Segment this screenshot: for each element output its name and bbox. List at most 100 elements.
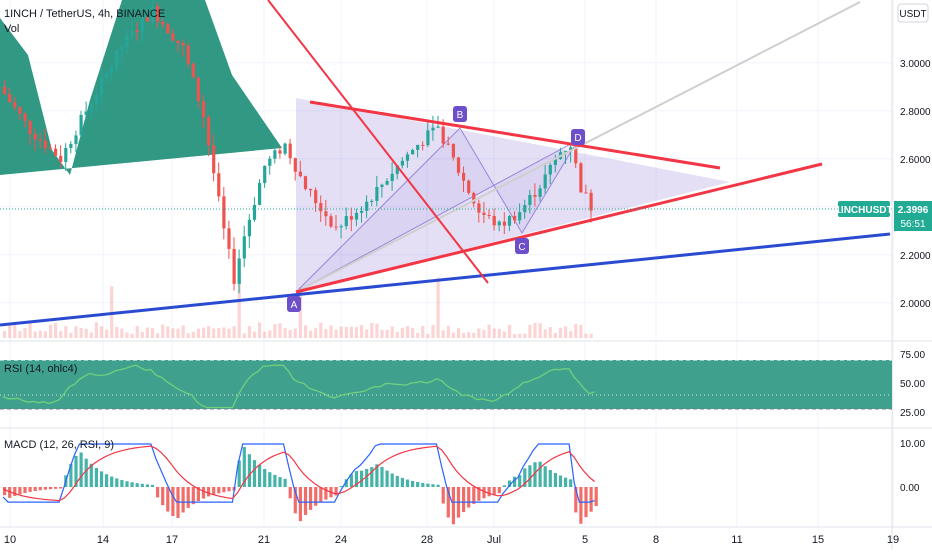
volume-bar <box>232 326 236 338</box>
volume-bar <box>543 329 547 338</box>
white-channel-line[interactable] <box>295 1 861 293</box>
volume-bar <box>400 327 404 338</box>
candle-body <box>589 192 593 211</box>
macd-hist-bar <box>349 474 353 487</box>
currency-label: USDT <box>899 9 926 20</box>
macd-hist-bar <box>94 467 98 487</box>
candle-body <box>574 147 578 164</box>
volume-bar <box>492 328 496 338</box>
volume-bar <box>115 326 119 338</box>
blue-support-line[interactable] <box>0 232 891 327</box>
volume-bar <box>105 329 109 338</box>
macd-hist-bar <box>110 476 114 487</box>
candle-body <box>217 173 221 197</box>
red-support-line[interactable] <box>295 162 823 294</box>
volume-bar <box>395 332 399 338</box>
macd-hist-bar <box>298 487 302 522</box>
last-symbol-text: 1INCHUSDT <box>835 205 892 216</box>
macd-hist-bar <box>33 487 37 492</box>
candle-body <box>176 40 180 44</box>
volume-bar <box>54 322 58 338</box>
candle-body <box>446 143 450 145</box>
candle-body <box>54 148 58 156</box>
macd-hist-bar <box>237 460 241 487</box>
candles <box>3 0 593 294</box>
volume-bar <box>217 328 221 338</box>
time-tick: 21 <box>258 534 270 546</box>
macd-hist-bar <box>161 487 165 506</box>
volume-bar <box>8 323 12 338</box>
volume-bar <box>89 332 93 338</box>
volume-bar <box>349 326 353 338</box>
macd-hist-bar <box>513 476 517 487</box>
candle-body <box>278 150 282 154</box>
pattern-label-a-badge[interactable] <box>287 296 301 312</box>
red-down-trend-line[interactable] <box>267 0 489 284</box>
volume-bar <box>201 327 206 338</box>
candle-body <box>201 101 206 118</box>
macd-signal-line <box>2 445 595 502</box>
macd-hist-bar <box>74 455 78 487</box>
candle-body <box>543 174 547 189</box>
volume-bar <box>441 330 445 338</box>
volume-bar <box>421 325 425 338</box>
macd-hist-bar <box>400 477 404 487</box>
volume-bar <box>64 326 68 338</box>
pattern-label-b: B <box>457 110 464 121</box>
macd-hist-bar <box>543 466 547 487</box>
volume-bar <box>502 331 506 338</box>
macd-hist-bar <box>191 487 195 505</box>
rsi-label: RSI (14, ohlc4) <box>4 363 77 375</box>
candle-body <box>150 6 155 22</box>
candle-body <box>416 144 420 150</box>
candle-body <box>13 101 17 108</box>
macd-hist-bar <box>548 469 552 487</box>
candle-body <box>94 94 98 105</box>
candle-body <box>222 196 226 229</box>
volume-bar <box>161 324 165 338</box>
macd-line <box>2 443 595 503</box>
candle-body <box>400 160 404 166</box>
price-tick: 2.8000 <box>900 107 931 118</box>
time-tick: Jul <box>487 534 501 546</box>
time-axis[interactable]: 10 14 17 21 24 28 Jul 5 8 11 15 19 <box>4 534 899 546</box>
volume-bar <box>334 329 338 338</box>
volume-bar <box>84 328 88 338</box>
candle-body <box>390 173 394 182</box>
pattern-label-b-badge[interactable] <box>453 106 467 122</box>
volume-bar <box>564 326 568 338</box>
symbol-title: 1INCH / TetherUS, 4h, BINANCE <box>4 8 165 20</box>
macd-hist-bar <box>130 482 134 487</box>
candle-body <box>349 216 353 220</box>
macd-hist-bar <box>344 479 348 487</box>
macd-tick-10: 10.00 <box>900 439 925 450</box>
macd-hist-bar <box>207 487 211 497</box>
last-price-text: 2.3996 <box>898 205 929 216</box>
red-resistance-line[interactable] <box>309 100 721 170</box>
candle-body <box>89 104 93 112</box>
volume-bar <box>385 329 389 338</box>
volume-bar <box>339 326 343 338</box>
macd-hist-bar <box>579 487 583 524</box>
currency-badge[interactable] <box>897 3 929 23</box>
macd-hist-bar <box>528 465 532 487</box>
candle-body <box>564 151 568 153</box>
macd-hist-bar <box>242 447 246 487</box>
volume-bar <box>411 328 415 338</box>
macd-hist-bar <box>339 486 343 488</box>
pattern-label-d-badge[interactable] <box>571 129 585 145</box>
macd-hist-bar <box>135 483 139 487</box>
volume-bar <box>191 331 195 338</box>
candle-body <box>518 212 522 221</box>
volume-bar <box>176 328 180 338</box>
volume-bar <box>268 330 272 338</box>
volume-bar <box>487 324 491 338</box>
pattern-label-c-badge[interactable] <box>515 238 529 254</box>
time-tick: 19 <box>887 534 899 546</box>
volume-bar <box>303 325 308 338</box>
macd-hist-bar <box>288 487 292 499</box>
macd-hist-bar <box>395 475 399 487</box>
candle-body <box>135 30 139 33</box>
volume-bar <box>186 333 190 338</box>
